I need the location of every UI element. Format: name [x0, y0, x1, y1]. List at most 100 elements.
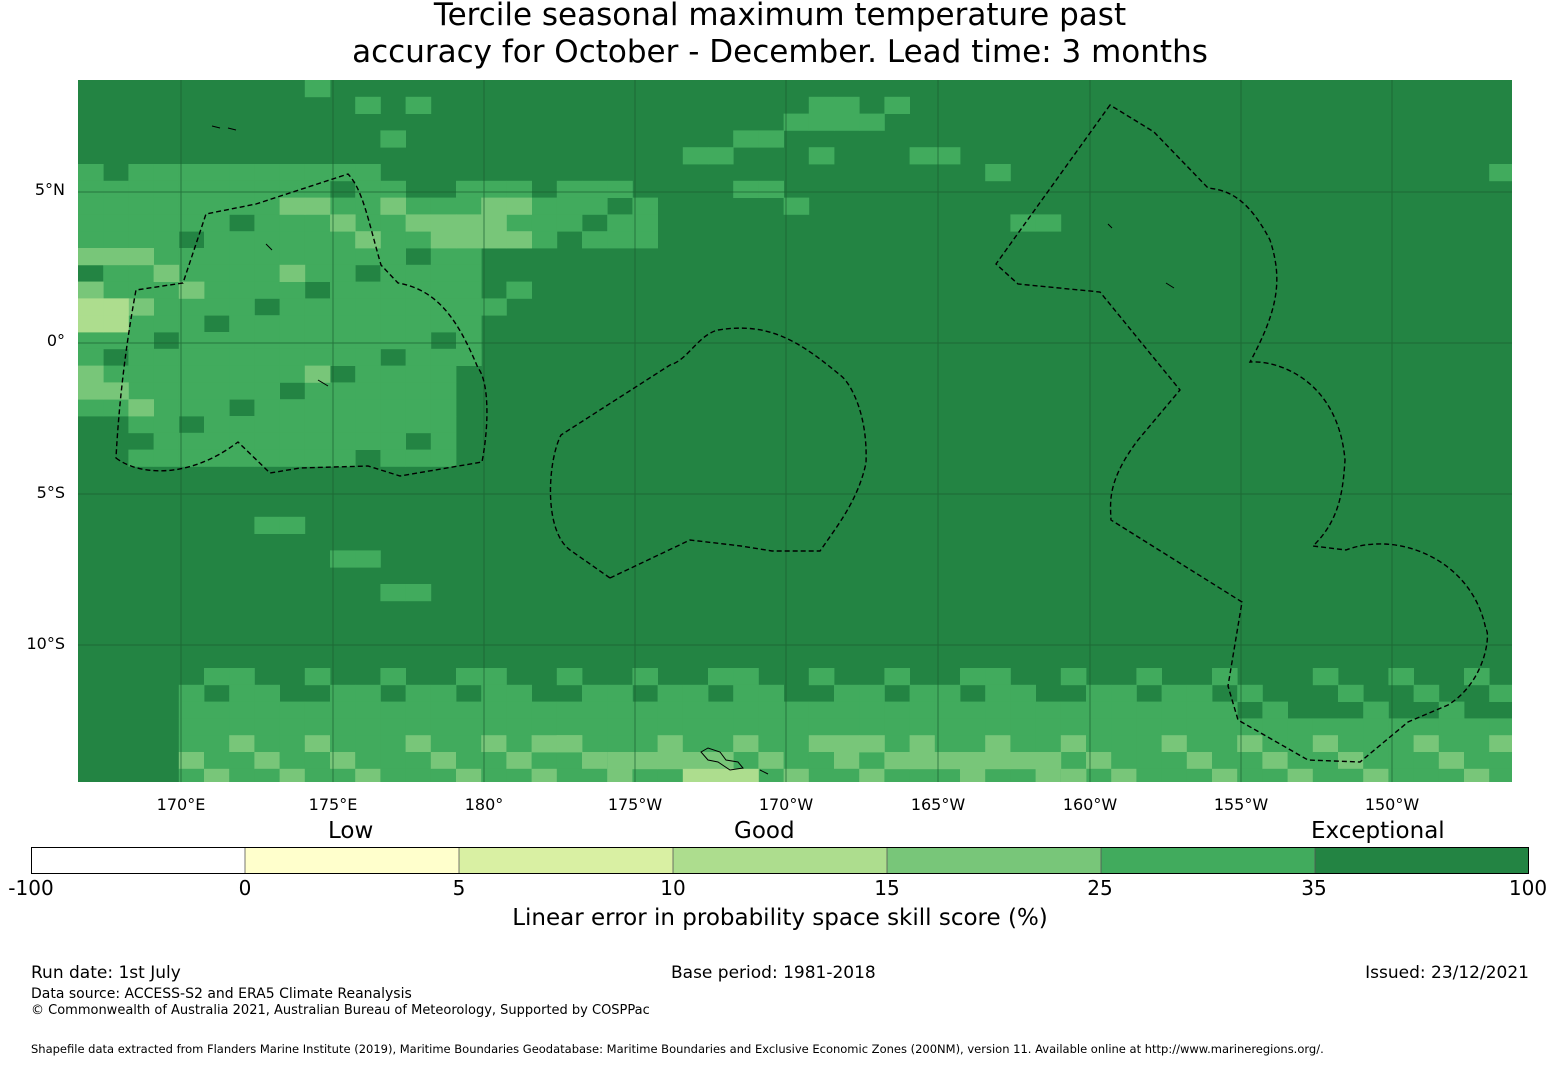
skill-cell [1010, 735, 1036, 753]
skill-cell [128, 399, 154, 417]
skill-cell [153, 315, 180, 333]
skill-cell [1136, 752, 1162, 770]
skill-cell [430, 281, 457, 299]
skill-cell [733, 180, 759, 198]
skill-cell [128, 298, 154, 316]
skill-cell [582, 701, 608, 719]
skill-cell [607, 735, 633, 753]
skill-cell [934, 735, 961, 753]
skill-cell [808, 735, 835, 753]
skill-cell [304, 752, 331, 770]
skill-cell [506, 281, 532, 299]
skill-cell [1363, 752, 1389, 770]
colorbar-bin [672, 847, 888, 874]
skill-cell [430, 684, 457, 702]
skill-cell [783, 768, 810, 782]
skill-cell [229, 365, 255, 383]
skill-cell [78, 197, 104, 215]
skill-cell [279, 365, 306, 383]
skill-cell [783, 701, 810, 719]
skill-cell [405, 365, 432, 383]
skill-cell [254, 752, 280, 770]
skill-cell [304, 768, 331, 782]
skill-cell [279, 516, 306, 534]
skill-cell [556, 180, 583, 198]
lon-label-175w: 175°W [607, 795, 663, 814]
skill-cell [355, 399, 381, 417]
colorbar-tick-label: 15 [874, 876, 900, 900]
skill-cell [178, 432, 205, 450]
skill-cell [1413, 718, 1440, 736]
skill-cell [884, 96, 910, 114]
skill-cell [456, 298, 482, 316]
skill-cell [78, 231, 104, 249]
skill-cell [330, 416, 356, 434]
skill-cell [1438, 701, 1465, 719]
skill-cell [178, 180, 205, 198]
lon-label-170w: 170°W [758, 795, 814, 814]
skill-cell [153, 449, 180, 467]
skill-cell [405, 768, 432, 782]
skill-cell [758, 701, 784, 719]
skill-cell [506, 752, 532, 770]
skill-cell [380, 298, 406, 316]
skill-cell [153, 180, 180, 198]
skill-cell [204, 197, 230, 215]
skill-cell [1111, 768, 1137, 782]
skill-cell [204, 768, 230, 782]
skill-cell [758, 752, 784, 770]
skill-cell [254, 197, 280, 215]
skill-cell [279, 197, 306, 215]
skill-cell [279, 298, 306, 316]
skill-cell [330, 718, 356, 736]
skill-cell [229, 416, 255, 434]
skill-cell [733, 684, 759, 702]
skill-cell [405, 348, 432, 366]
skill-cell [304, 701, 331, 719]
skill-cell [1161, 768, 1188, 782]
skill-cell [985, 735, 1011, 753]
skill-cell [1489, 752, 1512, 770]
skill-cell [682, 684, 709, 702]
skill-cell [607, 684, 633, 702]
skill-cell [178, 197, 205, 215]
skill-cell [430, 214, 457, 232]
skill-cell [128, 332, 154, 350]
skill-cell [1287, 735, 1314, 753]
skill-cell [708, 735, 734, 753]
skill-cell [330, 332, 356, 350]
skill-cell [506, 214, 532, 232]
skill-cell [204, 382, 230, 400]
skill-cell [103, 248, 129, 266]
skill-cell [1086, 752, 1112, 770]
skill-cell [279, 231, 306, 249]
skill-cell [380, 701, 406, 719]
skill-cell [582, 231, 608, 249]
skill-cell [607, 718, 633, 736]
skill-cell [304, 315, 331, 333]
skill-cell [1237, 684, 1263, 702]
skill-cell [405, 752, 432, 770]
skill-cell [708, 668, 734, 686]
skill-cell [456, 264, 482, 282]
skill-cell [1438, 735, 1465, 753]
skill-cell [1489, 684, 1512, 702]
skill-cell [1161, 701, 1188, 719]
skill-cell [506, 718, 532, 736]
skill-cell [657, 752, 684, 770]
skill-cell [78, 332, 104, 350]
skill-cell [1136, 668, 1162, 686]
skill-cell [229, 382, 255, 400]
skill-cell [960, 735, 986, 753]
skill-cell [1161, 735, 1188, 753]
skill-cell [380, 130, 406, 148]
skill-cell [430, 382, 457, 400]
skill-cell [229, 718, 255, 736]
skill-cell [632, 735, 658, 753]
skill-cell [254, 735, 280, 753]
skill-cell [128, 382, 154, 400]
skill-cell [481, 735, 507, 753]
skill-cell [229, 231, 255, 249]
skill-cell [884, 752, 910, 770]
skill-cell [103, 298, 129, 316]
